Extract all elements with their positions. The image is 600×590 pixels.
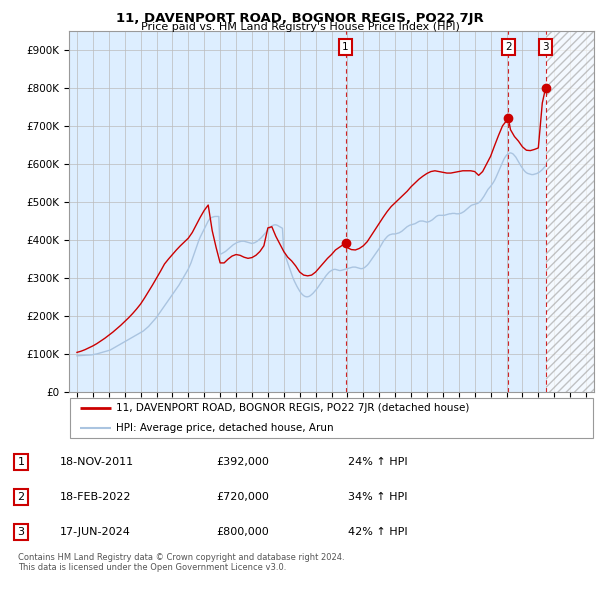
Text: 3: 3 [17, 527, 25, 537]
Text: 2: 2 [505, 42, 512, 52]
Text: 18-FEB-2022: 18-FEB-2022 [60, 492, 131, 502]
Text: £800,000: £800,000 [216, 527, 269, 537]
Text: 1: 1 [342, 42, 349, 52]
Text: 17-JUN-2024: 17-JUN-2024 [60, 527, 131, 537]
Text: 24% ↑ HPI: 24% ↑ HPI [348, 457, 407, 467]
Text: 42% ↑ HPI: 42% ↑ HPI [348, 527, 407, 537]
Text: 1: 1 [17, 457, 25, 467]
Text: 34% ↑ HPI: 34% ↑ HPI [348, 492, 407, 502]
FancyBboxPatch shape [70, 398, 593, 438]
Text: 18-NOV-2011: 18-NOV-2011 [60, 457, 134, 467]
Text: £720,000: £720,000 [216, 492, 269, 502]
Text: This data is licensed under the Open Government Licence v3.0.: This data is licensed under the Open Gov… [18, 563, 286, 572]
Text: HPI: Average price, detached house, Arun: HPI: Average price, detached house, Arun [116, 423, 334, 433]
Text: 3: 3 [542, 42, 549, 52]
Text: £392,000: £392,000 [216, 457, 269, 467]
Text: Price paid vs. HM Land Registry's House Price Index (HPI): Price paid vs. HM Land Registry's House … [140, 22, 460, 32]
Text: Contains HM Land Registry data © Crown copyright and database right 2024.: Contains HM Land Registry data © Crown c… [18, 553, 344, 562]
Text: 11, DAVENPORT ROAD, BOGNOR REGIS, PO22 7JR (detached house): 11, DAVENPORT ROAD, BOGNOR REGIS, PO22 7… [116, 403, 470, 413]
Text: 2: 2 [17, 492, 25, 502]
Text: 11, DAVENPORT ROAD, BOGNOR REGIS, PO22 7JR: 11, DAVENPORT ROAD, BOGNOR REGIS, PO22 7… [116, 12, 484, 25]
Bar [546, 31, 594, 392]
